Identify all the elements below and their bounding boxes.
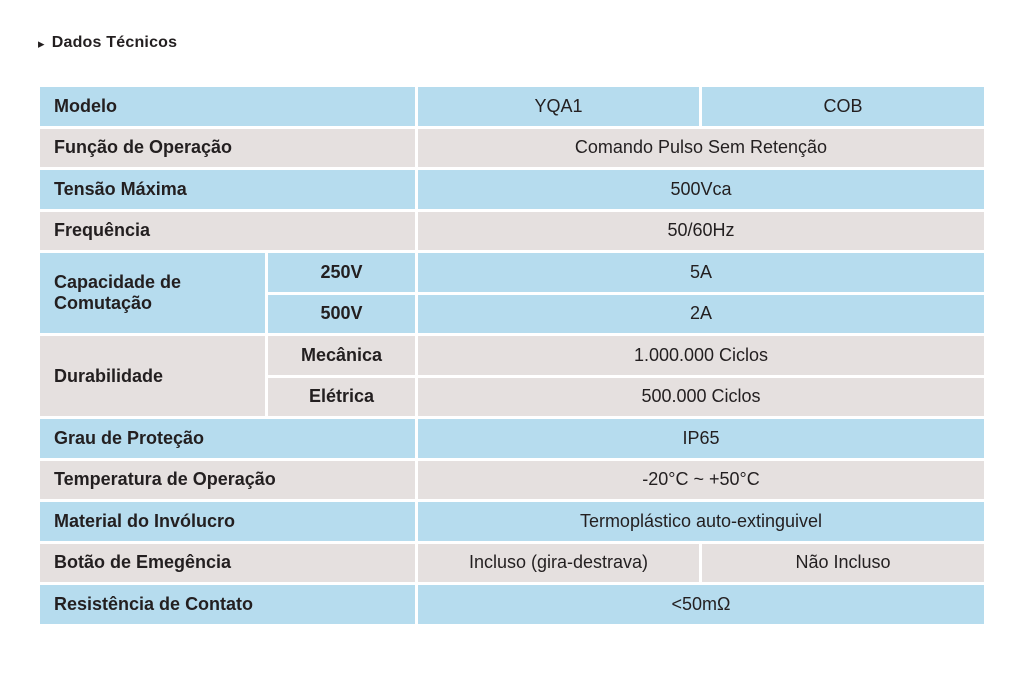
row-label-grau-protecao: Grau de Proteção — [40, 419, 415, 458]
table-row: Elétrica 500.000 Ciclos — [40, 377, 984, 416]
table-row: Capacidade de Comutação 250V 5A — [40, 253, 984, 333]
value-durabilidade-eletrica: 500.000 Ciclos — [418, 377, 984, 416]
value-resistencia-contato: <50mΩ — [418, 585, 984, 624]
table-row: Modelo YQA1 COB — [40, 87, 984, 126]
row-label-modelo: Modelo — [40, 87, 415, 126]
value-botao-emergencia-cob: Não Incluso — [702, 543, 984, 582]
table-row: Temperatura de Operação -20°C ~ +50°C — [40, 460, 984, 499]
row-label-durabilidade: Durabilidade — [40, 336, 265, 416]
row-label-botao-emergencia: Botão de Emegência — [40, 543, 415, 582]
sub-label-250v: 250V — [268, 253, 415, 292]
table-row: Material do Invólucro Termoplástico auto… — [40, 502, 984, 541]
sub-label-500v: 500V — [268, 294, 415, 333]
value-material-involucro: Termoplástico auto-extinguivel — [418, 502, 984, 541]
table-row: Grau de Proteção IP65 — [40, 419, 984, 458]
table-row: 500V 2A — [40, 294, 984, 333]
row-label-temperatura-operacao: Temperatura de Operação — [40, 460, 415, 499]
row-label-funcao-operacao: Função de Operação — [40, 128, 415, 167]
section-bullet-icon: ▸ — [38, 36, 45, 52]
value-modelo-yqa1: YQA1 — [418, 87, 699, 126]
value-frequencia: 50/60Hz — [418, 211, 984, 250]
spec-table: Modelo YQA1 COB Função de Operação Coman… — [37, 84, 987, 627]
sub-label-mecanica: Mecânica — [268, 336, 415, 375]
value-capacidade-250v: 5A — [418, 253, 984, 292]
row-label-frequencia: Frequência — [40, 211, 415, 250]
table-row: Durabilidade Mecânica 1.000.000 Ciclos — [40, 336, 984, 416]
row-label-resistencia-contato: Resistência de Contato — [40, 585, 415, 624]
table-row: Tensão Máxima 500Vca — [40, 170, 984, 209]
value-grau-protecao: IP65 — [418, 419, 984, 458]
value-funcao-operacao: Comando Pulso Sem Retenção — [418, 128, 984, 167]
row-label-material-involucro: Material do Invólucro — [40, 502, 415, 541]
section-title: ▸ Dados Técnicos — [38, 34, 177, 52]
value-tensao-maxima: 500Vca — [418, 170, 984, 209]
value-temperatura-operacao: -20°C ~ +50°C — [418, 460, 984, 499]
row-label-capacidade-comutacao: Capacidade de Comutação — [40, 253, 265, 333]
table-row: Botão de Emegência Incluso (gira-destrav… — [40, 543, 984, 582]
sub-label-eletrica: Elétrica — [268, 377, 415, 416]
value-capacidade-500v: 2A — [418, 294, 984, 333]
table-row: Resistência de Contato <50mΩ — [40, 585, 984, 624]
page-title: Dados Técnicos — [51, 34, 178, 51]
table-row: Função de Operação Comando Pulso Sem Ret… — [40, 128, 984, 167]
value-durabilidade-mecanica: 1.000.000 Ciclos — [418, 336, 984, 375]
value-botao-emergencia-yqa1: Incluso (gira-destrava) — [418, 543, 699, 582]
row-label-tensao-maxima: Tensão Máxima — [40, 170, 415, 209]
table-row: Frequência 50/60Hz — [40, 211, 984, 250]
value-modelo-cob: COB — [702, 87, 984, 126]
